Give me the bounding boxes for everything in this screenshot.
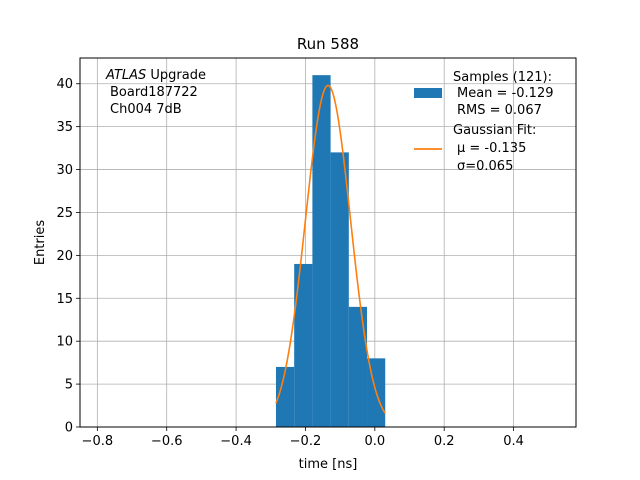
gaussian-fit-layer <box>275 84 386 414</box>
annotation-experiment: ATLAS <box>105 68 146 83</box>
legend-fit-sigma: σ=0.065 <box>457 159 513 174</box>
annotation-channel: Ch004 7dB <box>110 102 182 117</box>
annotation-box: ATLAS Upgrade Board187722 Ch004 7dB <box>105 68 206 117</box>
legend-fit-mu: μ = -0.135 <box>457 141 526 156</box>
histogram-bar <box>294 263 313 427</box>
y-tick-label: 0 <box>65 421 73 436</box>
legend-samples-title: Samples (121): <box>453 70 552 85</box>
histogram-bar <box>330 152 349 427</box>
legend-samples-rms: RMS = 0.067 <box>457 103 542 118</box>
legend-fit-title: Gaussian Fit: <box>453 123 536 138</box>
axis-ticks: −0.8 −0.6 −0.4 −0.2 0.0 0.2 0.4 0 5 10 15 20 25 30 35 4… <box>56 77 523 449</box>
histogram-bar <box>275 366 295 427</box>
y-tick-label: 40 <box>56 77 73 92</box>
legend-samples-mean: Mean = -0.129 <box>457 86 553 101</box>
x-axis-label: time [ns] <box>299 457 358 472</box>
x-tick-label: −0.4 <box>220 434 252 449</box>
legend: Samples (121): Mean = -0.129 RMS = 0.067… <box>414 70 553 174</box>
x-tick-label: −0.2 <box>290 434 322 449</box>
y-tick-label: 30 <box>56 163 73 178</box>
y-tick-label: 35 <box>56 120 73 135</box>
x-tick-label: 0.4 <box>503 434 524 449</box>
y-axis-label: Entries <box>33 220 48 266</box>
x-tick-label: 0.2 <box>434 434 455 449</box>
annotation-experiment-suffix: Upgrade <box>146 68 206 83</box>
histogram-bar <box>312 75 331 428</box>
histogram-bar <box>348 306 368 427</box>
x-tick-label: −0.8 <box>82 434 114 449</box>
y-tick-label: 10 <box>56 335 73 350</box>
x-tick-label: 0.0 <box>364 434 385 449</box>
y-tick-label: 5 <box>65 378 73 393</box>
annotation-board: Board187722 <box>110 85 198 100</box>
y-tick-label: 25 <box>56 206 73 221</box>
x-tick-label: −0.6 <box>151 434 183 449</box>
annotation-experiment-line: ATLAS Upgrade <box>105 68 206 83</box>
histogram-bars <box>275 75 386 428</box>
chart-title: Run 588 <box>297 35 359 53</box>
legend-samples-swatch <box>414 88 442 98</box>
y-tick-label: 20 <box>56 249 73 264</box>
plot-frame <box>79 57 577 428</box>
y-tick-label: 15 <box>56 292 73 307</box>
gaussian-fit-curve <box>275 84 386 414</box>
